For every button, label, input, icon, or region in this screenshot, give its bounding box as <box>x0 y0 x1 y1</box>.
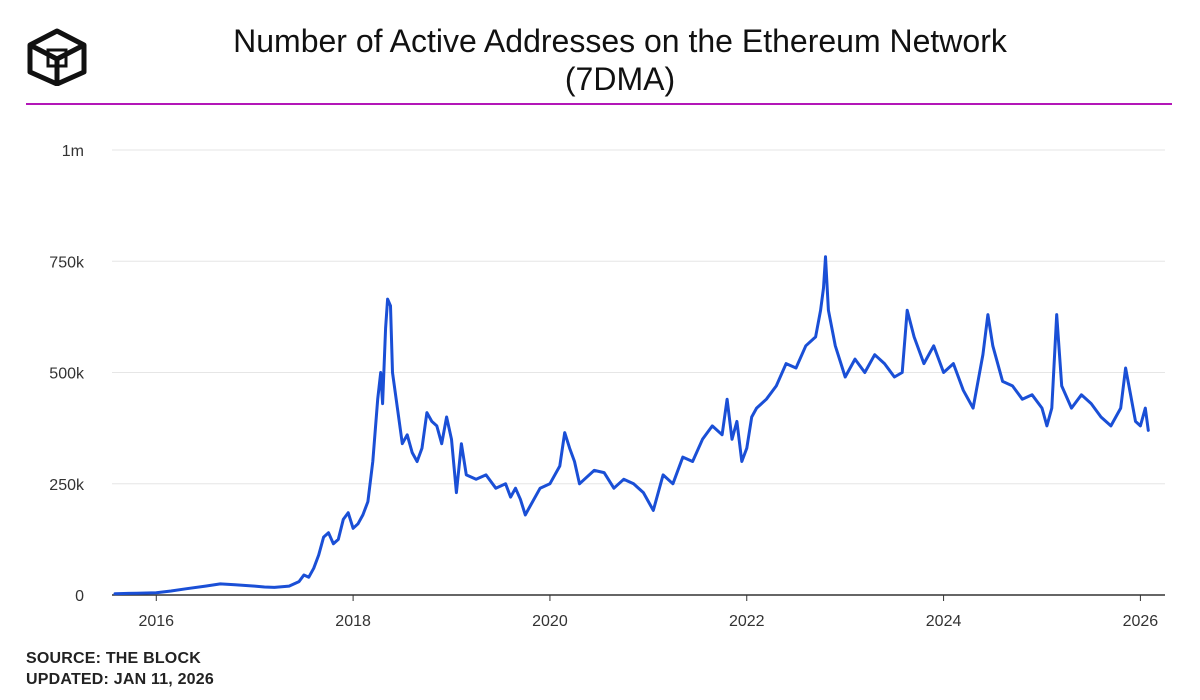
x-tick-label: 2024 <box>926 613 962 630</box>
x-tick-label: 2026 <box>1123 613 1159 630</box>
x-tick-label: 2016 <box>138 613 174 630</box>
the-block-cube-logo-icon <box>27 28 87 86</box>
x-tick-label: 2018 <box>335 613 371 630</box>
y-tick-label: 750k <box>49 254 85 271</box>
y-axis: 0 250k 500k 750k 1m <box>49 143 85 605</box>
x-axis: 2016 2018 2020 2022 2024 2026 <box>138 595 1158 630</box>
source-label: SOURCE: THE BLOCK <box>26 650 201 667</box>
updated-label: UPDATED: JAN 11, 2026 <box>26 671 214 688</box>
chart-title-line-1: Number of Active Addresses on the Ethere… <box>233 23 1007 59</box>
header-accent-rule <box>26 103 1172 105</box>
series-line-active-addresses <box>113 255 1150 596</box>
x-tick-label: 2020 <box>532 613 568 630</box>
series-layer <box>113 255 1150 596</box>
chart-header: Number of Active Addresses on the Ethere… <box>0 0 1200 106</box>
gridlines <box>112 149 1165 596</box>
y-tick-label: 1m <box>62 143 84 160</box>
y-tick-label: 0 <box>75 588 84 605</box>
y-tick-label: 250k <box>49 477 85 494</box>
y-tick-label: 500k <box>49 366 85 383</box>
x-tick-label: 2022 <box>729 613 765 630</box>
chart-title-line-2: (7DMA) <box>564 61 676 97</box>
